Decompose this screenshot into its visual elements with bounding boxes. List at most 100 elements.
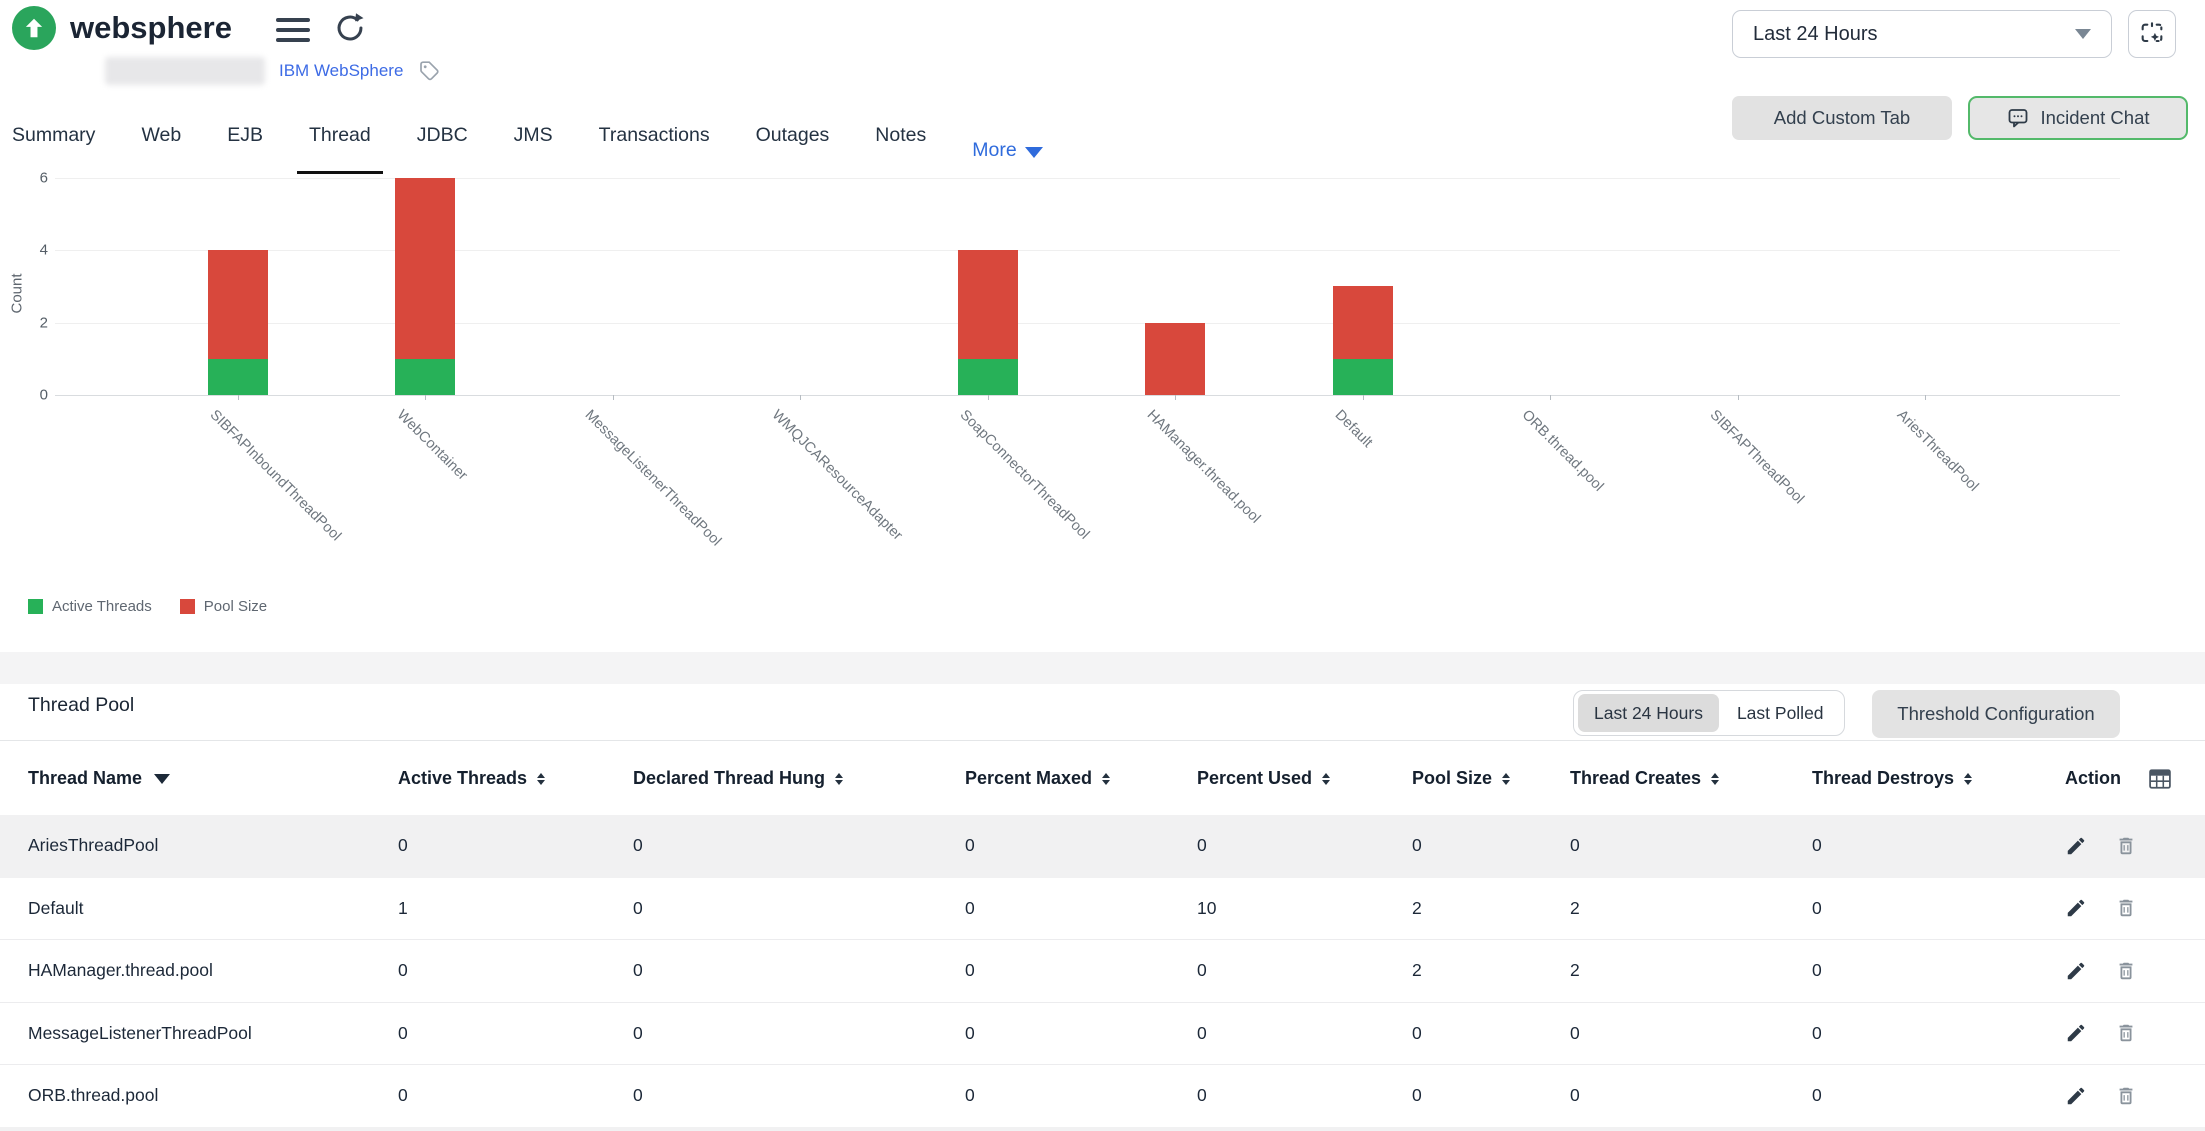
thread-pool-table: AriesThreadPool 0 0 0 0 0 0 0 Default 1 0 0 10 2 2 0 HAM… [0, 815, 2205, 1128]
tab-transactions[interactable]: Transactions [598, 124, 710, 146]
edit-icon[interactable] [2065, 835, 2087, 857]
cell-value: 10 [1197, 897, 1217, 918]
column-header-thread-creates[interactable]: Thread Creates [1570, 768, 1812, 789]
bar-pool-size[interactable] [957, 250, 1018, 359]
custom-period-button[interactable] [2128, 10, 2176, 58]
edit-icon[interactable] [2065, 1022, 2087, 1044]
edit-icon[interactable] [2065, 960, 2087, 982]
bar-pool-size[interactable] [1332, 286, 1393, 359]
time-range-select[interactable]: Last 24 Hours [1732, 10, 2112, 58]
chart-x-label: SIBFAPThreadPool [1706, 407, 1807, 508]
menu-button[interactable] [276, 18, 310, 42]
chart-x-tick [987, 395, 989, 400]
bar-pool-size[interactable] [1145, 322, 1206, 395]
cell-value: 0 [1412, 1022, 1422, 1043]
bar-active-threads[interactable] [207, 358, 268, 395]
tag-icon[interactable] [417, 59, 441, 83]
table-row-hamanager.thread.pool: HAManager.thread.pool 0 0 0 0 2 2 0 [0, 940, 2205, 1003]
cell-actions [2065, 835, 2205, 857]
cell-value: 0 [1812, 897, 1822, 918]
chart-x-tick [425, 395, 427, 400]
bar-pool-size[interactable] [395, 177, 456, 359]
cell-value: 0 [398, 1022, 408, 1043]
cell-value: 2 [1412, 960, 1422, 981]
delete-icon[interactable] [2115, 1022, 2137, 1044]
legend-swatch [179, 599, 195, 614]
chart-x-label: Default [1331, 407, 1376, 451]
bar-active-threads[interactable] [957, 358, 1018, 395]
chart-x-label: WMQJCAResourceAdapter [768, 407, 906, 544]
tab-jms[interactable]: JMS [513, 124, 553, 146]
bar-active-threads[interactable] [395, 358, 456, 395]
cell-value: 2 [1412, 897, 1422, 918]
column-header-action[interactable]: Action [2065, 768, 2205, 789]
bar-active-threads[interactable] [1332, 358, 1393, 395]
column-header-thread-destroys[interactable]: Thread Destroys [1812, 768, 2065, 789]
column-header-declared-thread-hung[interactable]: Declared Thread Hung [633, 768, 965, 789]
cell-value: 0 [398, 835, 408, 856]
incident-chat-label: Incident Chat [2040, 107, 2150, 128]
chart-y-tick-label: 4 [39, 241, 48, 259]
chart-x-tick [1925, 395, 1927, 400]
threshold-configuration-button[interactable]: Threshold Configuration [1872, 690, 2120, 738]
time-range-value: Last 24 Hours [1753, 22, 1878, 45]
cell-value: 0 [1570, 1022, 1580, 1043]
chart-legend: Active Threads Pool Size [28, 598, 267, 615]
chart-x-tick [1362, 395, 1364, 400]
column-header-thread-name[interactable]: Thread Name [28, 768, 398, 789]
cell-value: 0 [965, 960, 975, 981]
legend-item-active-threads[interactable]: Active Threads [28, 598, 152, 615]
toggle-last-polled[interactable]: Last Polled [1736, 702, 1824, 723]
add-custom-tab-button[interactable]: Add Custom Tab [1732, 96, 1952, 140]
section-divider-band [0, 652, 2205, 684]
edit-icon[interactable] [2065, 897, 2087, 919]
legend-swatch [28, 599, 43, 614]
cell-value: 0 [633, 1022, 643, 1043]
delete-icon[interactable] [2115, 835, 2137, 857]
sort-icon [1964, 772, 1973, 785]
chart-x-tick [237, 395, 239, 400]
tab-outages[interactable]: Outages [755, 124, 830, 146]
refresh-icon [337, 13, 364, 41]
tab-notes[interactable]: Notes [875, 124, 927, 146]
chart-x-label: MessageListenerThreadPool [581, 407, 724, 550]
tab-web[interactable]: Web [141, 124, 182, 146]
table-row-messagelistenerthreadpool: MessageListenerThreadPool 0 0 0 0 0 0 0 [0, 1003, 2205, 1065]
tab-summary[interactable]: Summary [12, 124, 96, 146]
chart-gridline [55, 322, 2120, 324]
monitor-type-link[interactable]: IBM WebSphere [279, 61, 404, 80]
bar-pool-size[interactable] [207, 250, 268, 359]
delete-icon[interactable] [2115, 897, 2137, 919]
tab-more[interactable]: More [972, 118, 1043, 176]
refresh-button[interactable] [332, 10, 368, 46]
chart-x-tick [612, 395, 614, 400]
chat-icon [2009, 109, 2028, 128]
tab-ejb[interactable]: EJB [227, 124, 263, 146]
tab-jdbc[interactable]: JDBC [416, 124, 468, 146]
up-arrow-icon [25, 18, 43, 38]
cell-value: 0 [1570, 835, 1580, 856]
chart-x-tick [800, 395, 802, 400]
sort-descending-icon [154, 773, 171, 784]
chart-gridline [55, 395, 2120, 396]
cell-thread-name: Default [28, 897, 84, 918]
chart-x-label: AriesThreadPool [1893, 407, 1982, 495]
edit-icon[interactable] [2065, 1085, 2087, 1107]
cell-value: 0 [1812, 1022, 1822, 1043]
cell-value: 0 [1812, 960, 1822, 981]
toggle-last-24-hours[interactable]: Last 24 Hours [1578, 694, 1719, 732]
legend-item-pool-size[interactable]: Pool Size [179, 598, 267, 615]
tab-thread[interactable]: Thread [296, 118, 383, 176]
column-header-pool-size[interactable]: Pool Size [1412, 768, 1570, 789]
column-header-percent-maxed[interactable]: Percent Maxed [965, 768, 1197, 789]
cell-value: 0 [1197, 960, 1207, 981]
delete-icon[interactable] [2115, 1085, 2137, 1107]
tab-bar: Summary Web EJB Thread JDBC JMS Transactions Ou… [12, 118, 1043, 176]
incident-chat-button[interactable]: Incident Chat [1968, 96, 2188, 140]
cell-value: 0 [398, 1085, 408, 1106]
column-chooser-icon[interactable] [2149, 768, 2171, 789]
column-header-percent-used[interactable]: Percent Used [1197, 768, 1412, 789]
column-header-active-threads[interactable]: Active Threads [398, 768, 633, 789]
table-header-row: Thread Name Active Threads Declared Thread… [0, 742, 2205, 815]
delete-icon[interactable] [2115, 960, 2137, 982]
